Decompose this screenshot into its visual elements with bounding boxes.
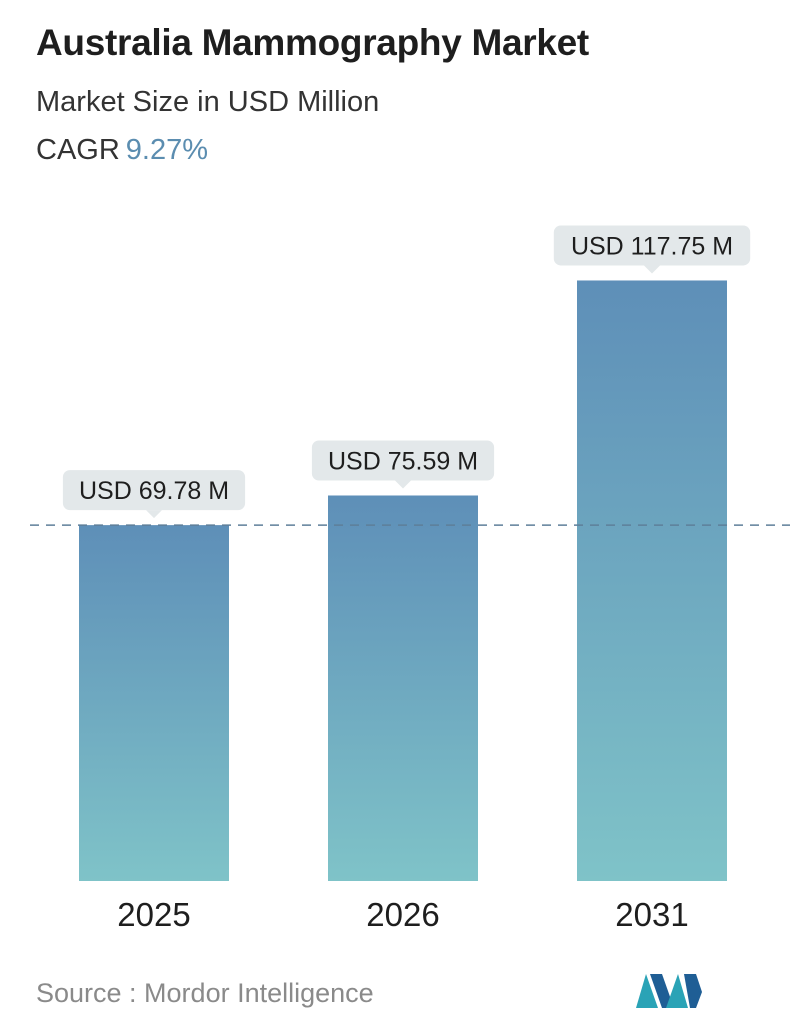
value-label-pointer-2026 bbox=[395, 480, 411, 489]
cagr-label: CAGR bbox=[36, 134, 120, 166]
x-tick-2025: 2025 bbox=[117, 896, 190, 933]
mordor-logo-icon bbox=[636, 974, 702, 1008]
cagr-value: 9.27% bbox=[125, 134, 209, 166]
bar-2025 bbox=[79, 525, 229, 881]
value-labels-layer: USD 69.78 M USD 75.59 M USD 117.75 M bbox=[62, 225, 751, 519]
value-label-pointer-2031 bbox=[644, 265, 660, 274]
chart-title: Australia Mammography Market bbox=[36, 22, 589, 63]
value-label-2025: USD 69.78 M bbox=[79, 477, 229, 505]
bars-layer bbox=[79, 280, 727, 882]
source-text: Source : Mordor Intelligence bbox=[36, 978, 374, 1008]
value-label-bg-2026 bbox=[311, 440, 495, 481]
bar-2026 bbox=[328, 495, 478, 881]
bar-2031 bbox=[577, 280, 727, 882]
value-label-bg-2031 bbox=[553, 225, 751, 266]
value-label-2031: USD 117.75 M bbox=[571, 232, 733, 260]
value-label-bg-2025 bbox=[62, 470, 246, 511]
chart-subtitle: Market Size in USD Million bbox=[36, 86, 380, 118]
x-tick-2031: 2031 bbox=[615, 896, 688, 933]
value-label-pointer-2025 bbox=[146, 510, 162, 519]
value-label-2026: USD 75.59 M bbox=[328, 447, 478, 475]
x-tick-2026: 2026 bbox=[366, 896, 439, 933]
x-axis-ticks-layer: 2025 2026 2031 bbox=[117, 896, 688, 933]
cagr-row: CAGR 9.27% bbox=[36, 134, 208, 167]
